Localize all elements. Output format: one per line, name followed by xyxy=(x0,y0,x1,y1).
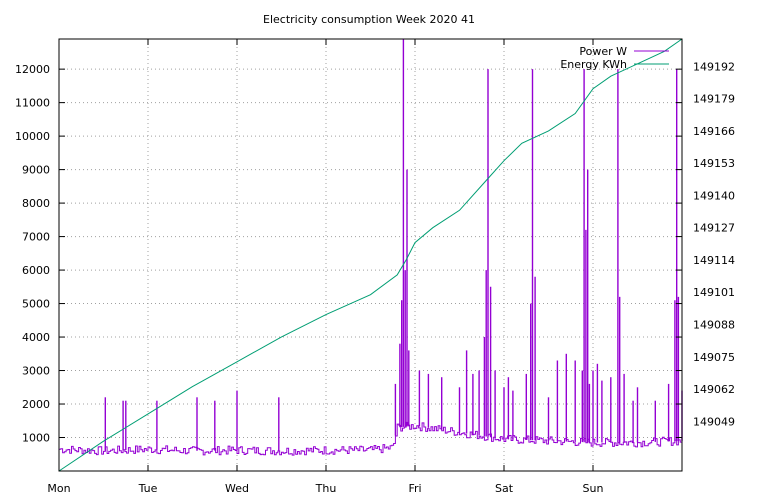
x-tick-label: Mon xyxy=(47,482,70,495)
x-tick-label: Sun xyxy=(583,482,604,495)
y-tick-label: 5000 xyxy=(22,298,50,311)
y2-tick-label: 149062 xyxy=(693,383,735,396)
x-tick-label: Thu xyxy=(315,482,337,495)
y-tick-label: 6000 xyxy=(22,264,50,277)
energy-series xyxy=(58,38,683,472)
y2-tick-label: 149114 xyxy=(693,254,735,267)
x-tick-label: Tue xyxy=(138,482,158,495)
y2-tick-label: 149088 xyxy=(693,319,735,332)
power-series xyxy=(59,39,683,456)
power-baseline-line xyxy=(59,421,683,456)
y-tick-label: 4000 xyxy=(22,331,50,344)
y2-tick-label: 149140 xyxy=(693,189,735,202)
x-tick-label: Sat xyxy=(495,482,514,495)
y2-tick-label: 149049 xyxy=(693,415,735,428)
y-tick-label: 10000 xyxy=(15,130,50,143)
y2-tick-label: 149166 xyxy=(693,125,735,138)
legend-label-energy: Energy KWh xyxy=(560,58,627,71)
y-tick-label: 2000 xyxy=(22,398,50,411)
y-tick-label: 12000 xyxy=(15,63,50,76)
x-axis: Mon Tue Wed Thu Fri Sat Sun xyxy=(47,39,603,495)
y-tick-label: 3000 xyxy=(22,365,50,378)
y2-tick-label: 149075 xyxy=(693,351,735,364)
y-tick-label: 11000 xyxy=(15,97,50,110)
y-tick-label: 1000 xyxy=(22,432,50,445)
y2-tick-label: 149179 xyxy=(693,93,735,106)
y2-tick-label: 149101 xyxy=(693,286,735,299)
grid-lines xyxy=(59,39,682,471)
plot-frame xyxy=(58,38,683,472)
y-axis-right: 149049 149062 149075 149088 149101 149114 1491… xyxy=(693,60,735,428)
y2-tick-label: 149153 xyxy=(693,157,735,170)
y2-tick-label: 149127 xyxy=(693,222,735,235)
y-axis-left: 1000 2000 3000 4000 5000 6000 7000 8000 9000 1000… xyxy=(15,63,682,445)
legend: Power W Energy KWh xyxy=(560,45,669,71)
x-tick-label: Fri xyxy=(408,482,421,495)
x-tick-label: Wed xyxy=(225,482,249,495)
legend-label-power: Power W xyxy=(579,45,627,58)
energy-line xyxy=(58,38,683,472)
y-tick-label: 7000 xyxy=(22,231,50,244)
y2-tick-label: 149192 xyxy=(693,60,735,73)
y-tick-label: 8000 xyxy=(22,197,50,210)
chart-title: Electricity consumption Week 2020 41 xyxy=(263,13,475,26)
y-tick-label: 9000 xyxy=(22,164,50,177)
